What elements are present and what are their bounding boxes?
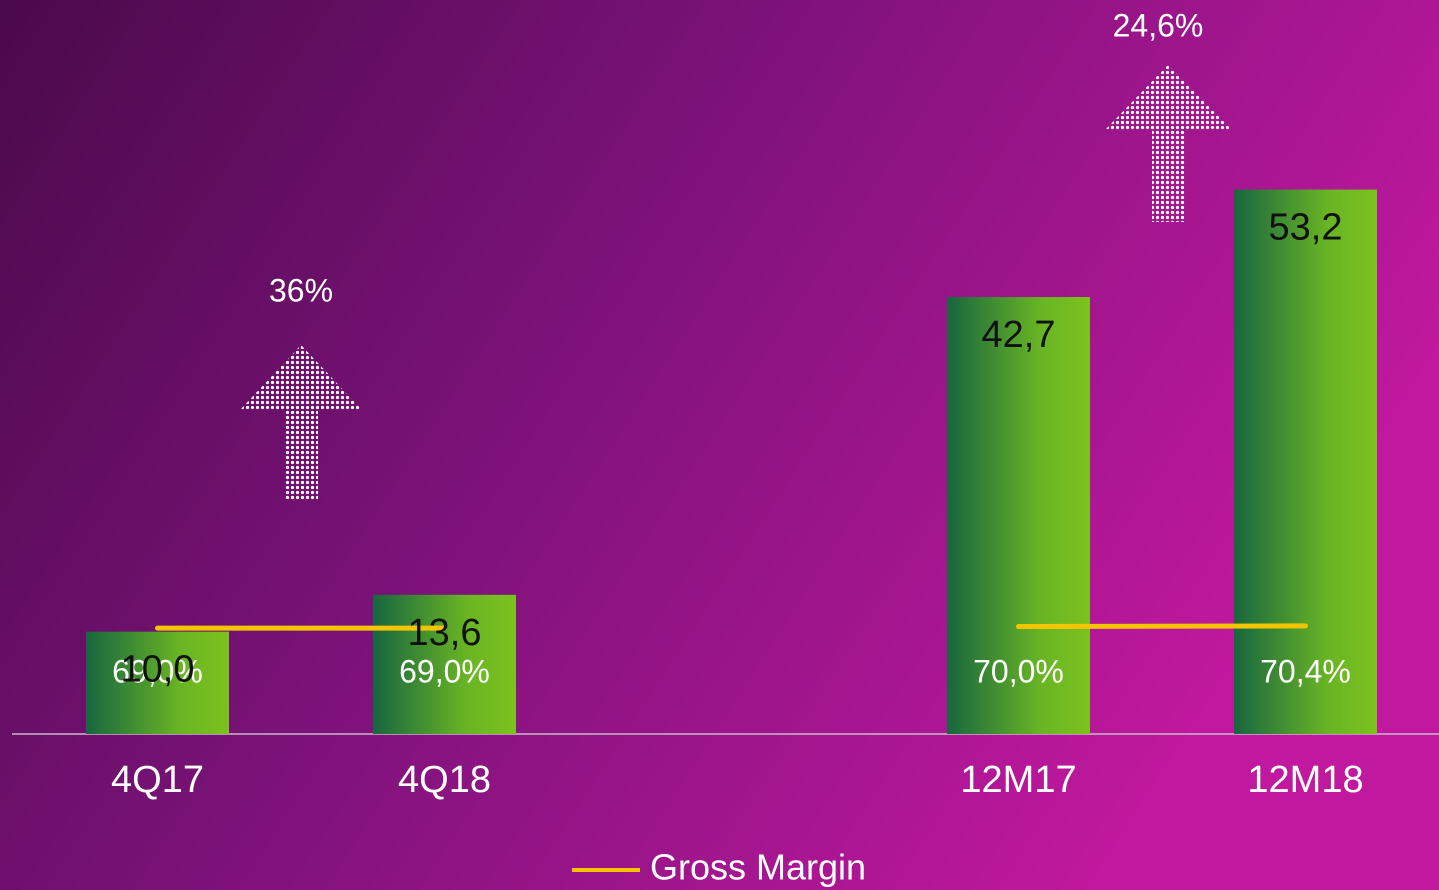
line <box>1016 623 1308 630</box>
x-tick-label: 12M17 <box>960 759 1076 801</box>
value-label: 13,6 <box>408 612 482 654</box>
margin-label: 70,4% <box>1260 653 1351 689</box>
bar <box>1234 189 1377 734</box>
margin-label: 69,0% <box>399 653 490 689</box>
annotation: 36% <box>269 272 333 308</box>
bar <box>86 631 229 734</box>
x-tick-label: 4Q17 <box>111 759 204 801</box>
margin-label: 69,0% <box>112 653 203 689</box>
value-label: 10,0 <box>121 649 195 691</box>
legend-label: Gross Margin <box>650 847 866 888</box>
x-tick-label: 12M18 <box>1247 759 1363 801</box>
margin-label: 70,0% <box>973 653 1064 689</box>
arrow <box>240 345 362 500</box>
x-tick-label: 4Q18 <box>398 759 491 801</box>
bar <box>947 297 1090 734</box>
value-label: 42,7 <box>982 314 1056 356</box>
annotation: 24,6% <box>1113 7 1204 43</box>
bar <box>373 594 516 734</box>
value-label: 53,2 <box>1269 207 1343 249</box>
arrow <box>1105 65 1232 222</box>
